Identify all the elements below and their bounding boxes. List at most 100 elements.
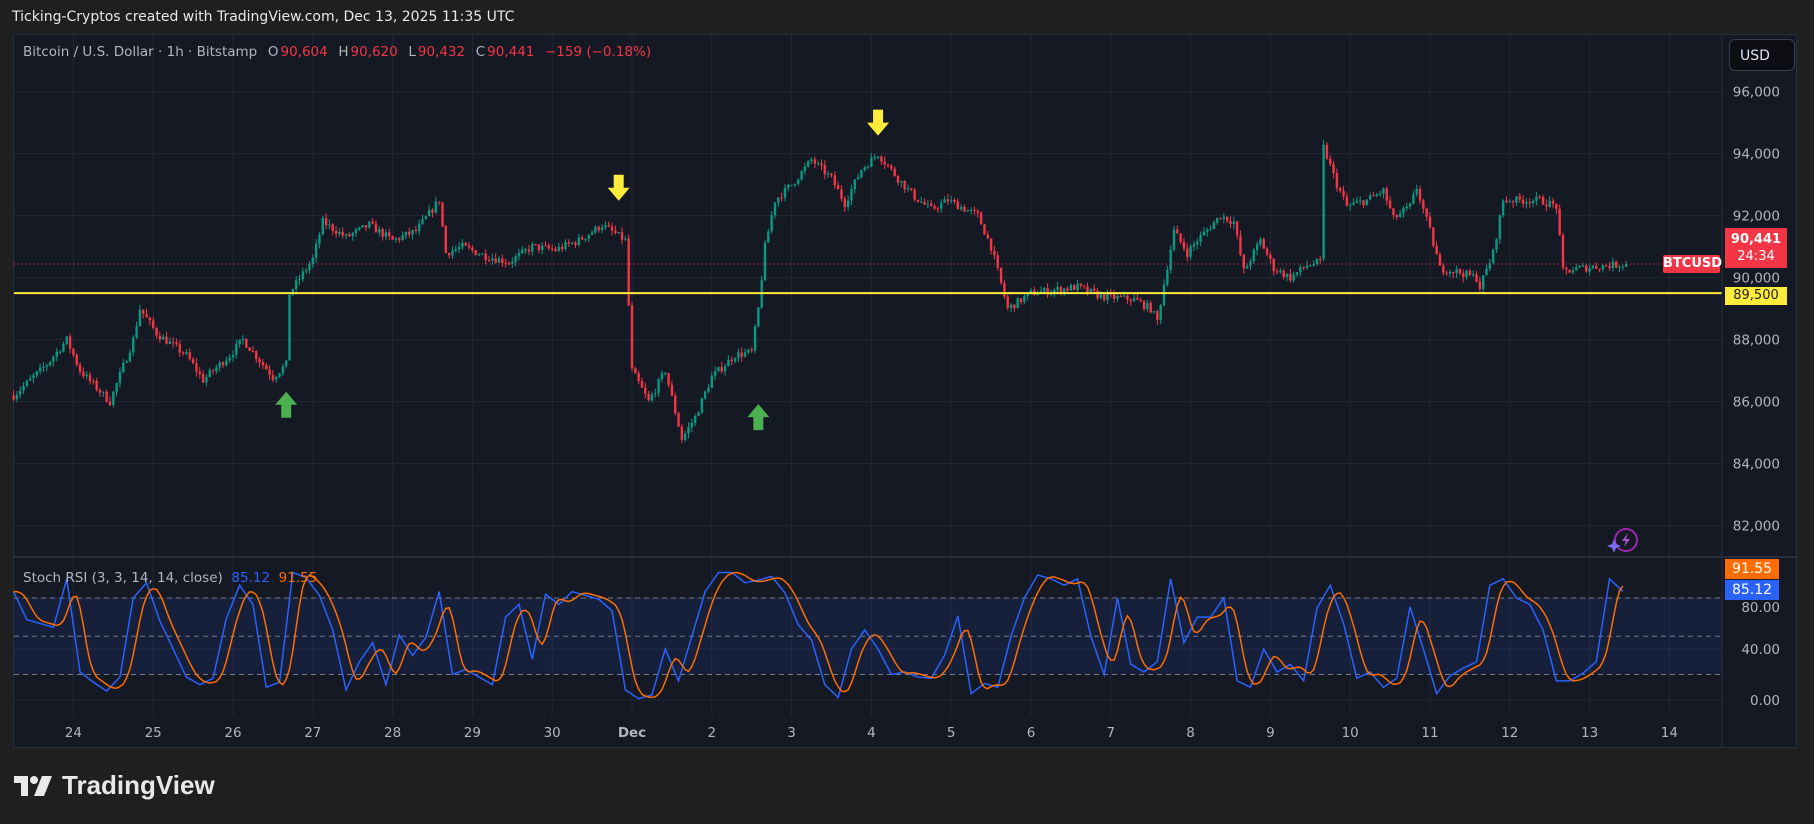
time-tick-label: 12: [1501, 725, 1518, 741]
candle: [1142, 301, 1146, 309]
candle: [1112, 293, 1116, 299]
candle: [1498, 215, 1502, 240]
candle: [211, 370, 215, 372]
candle: [963, 206, 966, 212]
candle: [404, 231, 408, 236]
tradingview-logo[interactable]: TradingView: [14, 770, 215, 801]
tradingview-logo-icon: [14, 775, 52, 796]
candle: [610, 226, 614, 231]
candle: [185, 352, 188, 354]
candle: [268, 369, 271, 375]
candle: [1269, 254, 1272, 259]
candle: [434, 201, 438, 213]
candle: [551, 248, 554, 250]
candle: [677, 413, 680, 427]
open-value: 90,604: [280, 44, 328, 60]
candle: [650, 394, 654, 401]
candle: [298, 279, 301, 281]
k-value-badge: 85.12: [1725, 580, 1779, 600]
candle: [1259, 239, 1262, 245]
chart-frame[interactable]: [13, 34, 1797, 748]
candle: [747, 349, 750, 353]
candle: [95, 380, 98, 390]
candle: [1402, 208, 1405, 214]
candle: [494, 258, 497, 263]
candle: [1435, 245, 1438, 255]
candle: [161, 336, 165, 340]
candle: [35, 371, 39, 376]
candle: [221, 362, 225, 366]
candle: [657, 379, 660, 394]
candle: [98, 389, 102, 393]
candle: [783, 187, 787, 198]
candle: [411, 230, 414, 235]
candle: [1282, 270, 1285, 277]
candle: [1415, 188, 1418, 195]
candle: [693, 415, 697, 423]
candle: [1528, 201, 1531, 204]
candle: [1525, 201, 1528, 204]
candle: [1375, 194, 1378, 196]
candle: [361, 225, 364, 228]
candle: [12, 395, 15, 400]
k-value: 85.12: [231, 570, 271, 586]
candle: [843, 198, 846, 208]
candle: [115, 383, 118, 392]
candle: [328, 224, 331, 226]
candle: [22, 385, 25, 391]
candle: [896, 175, 900, 183]
candle: [521, 249, 524, 253]
candle: [757, 307, 760, 327]
price-tick-label: 84,000: [1733, 457, 1780, 473]
candle: [215, 367, 218, 372]
currency-button[interactable]: USD: [1729, 39, 1795, 71]
candle: [703, 391, 707, 399]
candle: [1206, 229, 1209, 232]
candle: [364, 225, 368, 228]
candle: [148, 317, 152, 321]
symbol-name[interactable]: Bitcoin / U.S. Dollar · 1h · Bitstamp: [23, 44, 258, 60]
lightning-icon[interactable]: [1607, 528, 1638, 553]
candle: [986, 234, 989, 239]
candle: [1422, 200, 1425, 209]
candle: [88, 374, 92, 381]
candle: [1595, 266, 1598, 269]
candle: [431, 209, 434, 213]
candle: [1216, 217, 1219, 223]
candle: [228, 357, 231, 361]
candle: [338, 231, 341, 234]
candle: [1485, 268, 1488, 276]
candle: [920, 201, 923, 203]
candle: [1508, 201, 1511, 203]
candle: [1156, 311, 1159, 320]
price-tick-label: 86,000: [1733, 395, 1780, 411]
candle: [142, 309, 145, 314]
level-price-badge: 89,500: [1725, 287, 1787, 305]
indicator-legend[interactable]: Stoch RSI (3, 3, 14, 14, close) 85.12 91…: [23, 570, 317, 586]
candle: [1212, 222, 1216, 230]
candle: [1279, 270, 1282, 273]
candle: [497, 258, 501, 263]
candle: [464, 242, 467, 246]
stoch-rsi-bands: [14, 597, 1722, 675]
candle: [1255, 244, 1259, 250]
time-tick-label: 6: [1027, 725, 1036, 741]
candle: [225, 360, 228, 366]
candle: [1618, 266, 1621, 268]
time-tick-label: 11: [1421, 725, 1438, 741]
candle: [1312, 264, 1315, 266]
d-value-badge: 91.55: [1725, 559, 1779, 579]
candle: [910, 188, 913, 190]
candle: [664, 373, 667, 375]
candle: [1548, 200, 1551, 207]
candle: [1116, 295, 1119, 299]
candle: [1166, 269, 1169, 285]
candle: [790, 184, 793, 186]
candle: [1073, 285, 1076, 291]
time-tick-label: 7: [1107, 725, 1116, 741]
candle: [1003, 282, 1006, 297]
candle: [441, 202, 444, 227]
time-tick-label: 4: [867, 725, 876, 741]
candle: [1222, 216, 1226, 219]
